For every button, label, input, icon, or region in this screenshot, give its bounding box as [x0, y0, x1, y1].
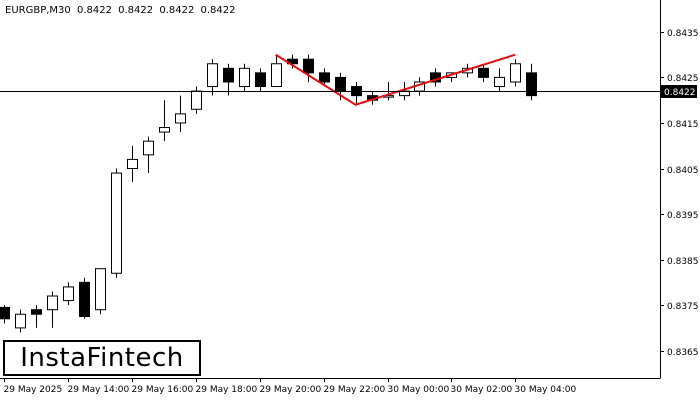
bullish-candle [510, 59, 521, 87]
candle-body [207, 63, 218, 88]
bullish-candle [63, 282, 74, 306]
candle-body [47, 295, 58, 311]
pattern-line [275, 53, 516, 106]
candle-body [319, 72, 330, 83]
time-tick-label: 30 May 00:00 [388, 385, 450, 395]
candles [0, 54, 537, 333]
current-price-line: 0.8422 [0, 85, 697, 98]
time-tick-label: 29 May 14:00 [68, 385, 130, 395]
bullish-candle [111, 168, 122, 278]
candle-body [239, 67, 250, 88]
time-tick-label: 30 May 04:00 [515, 385, 577, 395]
time-tick-label: 30 May 02:00 [451, 385, 513, 395]
candle-body [526, 72, 537, 97]
price-tick-label: 0.8435 [667, 29, 699, 39]
candle-body [303, 58, 314, 74]
bullish-candle [271, 54, 282, 88]
bullish-candle [207, 59, 218, 96]
candle-body [255, 72, 266, 88]
time-tick-label: 29 May 2025 [4, 385, 63, 395]
time-tick-label: 29 May 18:00 [196, 385, 258, 395]
ohlc-close: 0.8422 [200, 5, 236, 16]
time-tick-label: 29 May 16:00 [132, 385, 194, 395]
bearish-candle [351, 81, 362, 105]
bullish-candle [494, 68, 505, 92]
candle-body [159, 127, 170, 133]
candle-body [111, 172, 122, 274]
candle-body [79, 281, 90, 318]
bullish-candle [191, 86, 202, 114]
ohlc-low: 0.8422 [159, 5, 195, 16]
candle-body [494, 76, 505, 88]
bearish-candle [478, 63, 489, 82]
bearish-candle [223, 63, 234, 96]
current-price-label: 0.8422 [664, 88, 696, 98]
instafintech-logo: InstaFintech [3, 340, 201, 376]
bearish-candle [31, 305, 42, 328]
bullish-candle [95, 268, 106, 315]
bullish-candle [15, 309, 26, 333]
price-tick-label: 0.8365 [667, 348, 699, 358]
bearish-candle [430, 68, 441, 87]
price-tick-label: 0.8385 [667, 257, 699, 267]
bullish-candle [127, 145, 138, 183]
bearish-candle [255, 68, 266, 92]
bearish-candle [79, 277, 90, 319]
bullish-candle [159, 100, 170, 142]
candle-body [191, 90, 202, 110]
candle-body [335, 76, 346, 92]
current-price-label-bg [661, 85, 697, 98]
bullish-candle [239, 63, 250, 92]
candle-body [223, 67, 234, 83]
bullish-candle [47, 291, 58, 328]
candle-body [31, 309, 42, 315]
time-tick-label: 29 May 22:00 [324, 385, 386, 395]
bullish-candle [175, 95, 186, 133]
bearish-candle [0, 305, 10, 324]
candle-body [175, 113, 186, 124]
price-axis: 0.8435 0.8425 0.8415 0.8405 0.8395 0.8385 0.83… [660, 29, 699, 358]
candle-body [95, 268, 106, 311]
time-axis: 29 May 2025 29 May 14:00 29 May 16:00 29 Ma… [4, 378, 577, 395]
ohlc-open: 0.8422 [76, 5, 112, 16]
bearish-candle [303, 54, 314, 82]
candle-body [63, 286, 74, 302]
chart-header: EURGBP,M30 0.8422 0.8422 0.8422 0.8422 [5, 5, 239, 16]
candle-body [478, 67, 489, 78]
price-tick-label: 0.8415 [667, 120, 699, 130]
bullish-candle [143, 136, 154, 174]
time-tick-label: 29 May 20:00 [260, 385, 322, 395]
price-tick-label: 0.8425 [667, 74, 699, 84]
bearish-candle [526, 63, 537, 101]
candle-body [0, 306, 10, 320]
symbol-label: EURGBP,M30 [5, 5, 71, 16]
ohlc-high: 0.8422 [118, 5, 154, 16]
candle-body [271, 63, 282, 88]
plot-frame [0, 0, 661, 379]
price-tick-label: 0.8375 [667, 302, 699, 312]
double-top-pattern [275, 53, 516, 106]
candle-body [15, 313, 26, 329]
price-tick-label: 0.8395 [667, 211, 699, 221]
bearish-candle [319, 68, 330, 87]
candle-body [143, 140, 154, 156]
candle-body [127, 158, 138, 170]
price-tick-label: 0.8405 [667, 166, 699, 176]
candle-body [510, 63, 521, 83]
